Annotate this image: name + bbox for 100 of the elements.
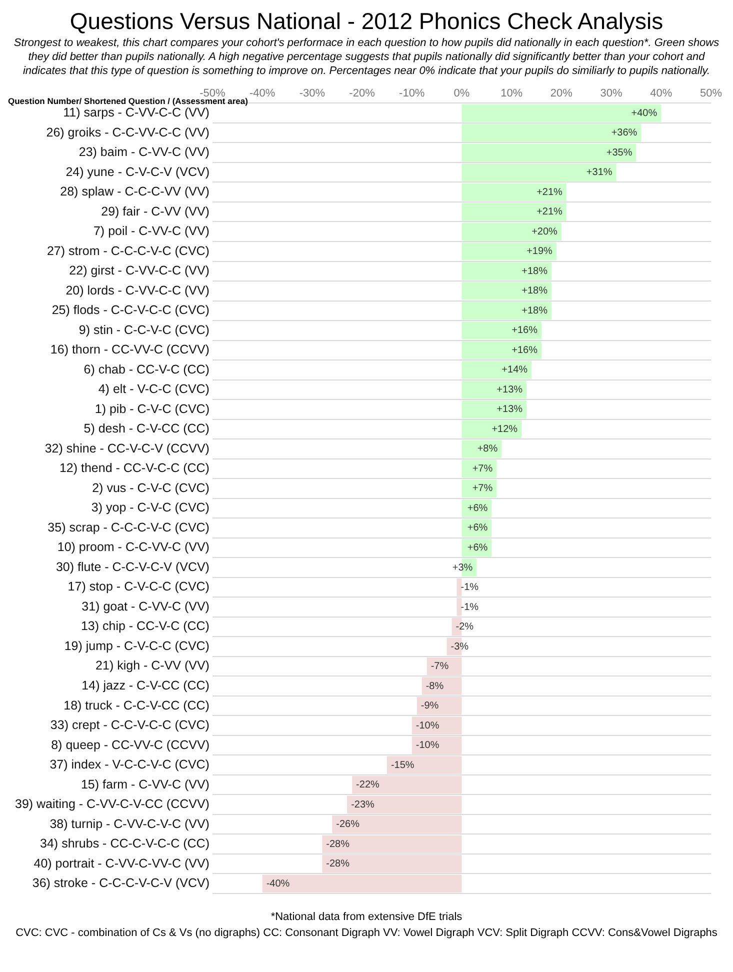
data-label: -23% <box>351 799 375 810</box>
y-tick-label: 17) stop - C-V-C-C (CVC) <box>68 580 210 594</box>
data-label: -15% <box>390 760 414 771</box>
bar <box>462 480 497 498</box>
bar <box>462 400 527 418</box>
data-label: +7% <box>472 483 493 494</box>
bar <box>462 124 642 142</box>
data-label: +18% <box>522 305 548 316</box>
chart-subtitle: Strongest to weakest, this chart compares your cohort's performace in each question to how pupils did nationally in each question*. Green shows they did better than pupils nationally. A high negative percentage suggests that pupils nationally did significantly better than your cohort and indicates that this type of question is something to improve on. Percentages near 0% indicate that your pupils do similiarly to pupils nationally. <box>12 36 720 78</box>
y-tick-label: 20) lords - C-VV-C-C (VV) <box>66 283 210 298</box>
data-label: -26% <box>336 819 360 830</box>
data-label: +8% <box>477 444 498 455</box>
y-tick-label: 25) flods - C-C-V-C-C (CVC) <box>52 303 210 318</box>
bar <box>462 420 522 438</box>
y-tick-label: 26) groiks - C-C-VV-C-C (VV) <box>46 125 210 140</box>
bar <box>347 796 462 814</box>
x-tick-label: -40% <box>249 88 276 100</box>
y-tick-label: 24) yune - C-V-C-V (VCV) <box>66 164 210 179</box>
y-tick-label: 38) turnip - C-VV-C-V-C (VV) <box>50 816 210 831</box>
y-tick-label: 19) jump - C-V-C-C (CVC) <box>64 638 210 653</box>
y-tick-label: 12) thend - CC-V-C-C (CC) <box>59 461 210 476</box>
data-label: +21% <box>536 186 563 198</box>
data-label: +6% <box>467 522 488 534</box>
y-tick-label: 6) chab - CC-V-C (CC) <box>84 362 210 376</box>
y-tick-label: 37) index - V-C-C-V-C (CVC) <box>50 758 210 772</box>
y-tick-label: 29) fair - C-VV (VV) <box>101 204 210 218</box>
bar <box>462 144 636 162</box>
data-label: -1% <box>460 582 479 594</box>
y-tick-label: 14) jazz - C-V-CC (CC) <box>82 678 210 692</box>
bar <box>462 302 552 320</box>
data-label: -9% <box>420 700 439 712</box>
x-tick-label: 50% <box>700 88 722 100</box>
data-label: +14% <box>502 364 528 376</box>
data-label: -3% <box>450 641 469 652</box>
data-label: -22% <box>356 780 380 791</box>
y-tick-label: 5) desh - C-V-CC (CC) <box>84 422 210 436</box>
y-tick-label: 10) proom - C-C-VV-C (VV) <box>57 540 210 554</box>
y-tick-label: 2) vus - C-V-C (CVC) <box>92 480 210 495</box>
data-label: -10% <box>416 720 440 732</box>
x-tick-label: -20% <box>349 88 376 100</box>
data-label: -7% <box>430 661 449 672</box>
bar <box>462 183 566 201</box>
y-tick-label: 7) poil - C-VV-C (VV) <box>93 224 210 238</box>
bar <box>462 282 552 300</box>
y-tick-label: 21) kigh - C-VV (VV) <box>96 658 210 673</box>
data-label: +21% <box>536 206 563 218</box>
bar <box>462 322 542 340</box>
data-label: -28% <box>326 858 350 870</box>
data-label: -1% <box>460 602 479 613</box>
y-tick-label: 22) girst - C-VV-C-C (VV) <box>69 264 210 278</box>
bar <box>462 104 662 122</box>
data-label: -10% <box>416 740 440 752</box>
data-label: +36% <box>611 128 638 139</box>
y-tick-label: 13) chip - CC-V-C (CC) <box>80 619 210 634</box>
y-tick-label: 35) scrap - C-C-C-V-C (CVC) <box>48 520 210 534</box>
y-tick-label: 11) sarps - C-VV-C-C (VV) <box>63 106 210 120</box>
y-tick-label: 28) splaw - C-C-C-VV (VV) <box>60 184 210 199</box>
x-tick-label: 20% <box>550 88 573 100</box>
bar <box>412 716 462 734</box>
data-label: +40% <box>631 108 658 119</box>
bar <box>456 578 462 596</box>
bar <box>332 815 462 834</box>
x-tick-label: 40% <box>650 88 672 100</box>
data-label: +16% <box>512 344 538 356</box>
bar <box>322 835 462 853</box>
x-tick-label: -10% <box>399 88 425 100</box>
y-tick-label: 18) truck - C-C-V-CC (CC) <box>64 698 210 712</box>
x-tick-label: 10% <box>500 88 523 100</box>
y-tick-label: 33) crept - C-C-V-C-C (CVC) <box>50 718 210 732</box>
bar <box>462 380 527 399</box>
data-label: +18% <box>522 286 548 297</box>
y-tick-label: 39) waiting - C-VV-C-V-CC (CCVV) <box>14 797 210 812</box>
data-label: +18% <box>522 266 548 277</box>
x-tick-label: 0% <box>454 88 470 100</box>
data-label: +13% <box>496 404 523 416</box>
y-tick-label: 3) yop - C-V-C (CVC) <box>91 500 210 515</box>
bar <box>416 696 462 715</box>
text: *National data from extensive DfE trials <box>270 910 464 924</box>
bar <box>462 440 502 458</box>
y-tick-label: 4) elt - V-C-C (CVC) <box>98 382 210 396</box>
bar <box>462 341 542 360</box>
y-tick-label: 27) strom - C-C-C-V-C (CVC) <box>46 244 210 258</box>
data-label: -40% <box>266 878 290 890</box>
data-label: +6% <box>467 542 488 554</box>
data-label: +16% <box>512 325 538 336</box>
bar <box>422 677 462 695</box>
data-label: +6% <box>467 502 488 514</box>
x-tick-label: -30% <box>299 88 326 100</box>
data-label: +35% <box>606 147 632 158</box>
bar <box>462 361 532 379</box>
data-label: +20% <box>532 226 558 238</box>
data-label: +13% <box>496 384 523 396</box>
y-tick-label: 40) portrait - C-VV-C-VV-C (VV) <box>34 856 210 870</box>
data-label: -2% <box>456 622 474 633</box>
y-tick-label: 8) queep - CC-VV-C (CCVV) <box>51 738 210 752</box>
data-label: +31% <box>586 167 612 178</box>
y-tick-label: 30) flute - C-C-V-C-V (VCV) <box>56 560 210 574</box>
y-tick-label: 23) baim - C-VV-C (VV) <box>78 145 210 160</box>
y-tick-label: 36) stroke - C-C-C-V-C-V (VCV) <box>32 876 210 890</box>
data-label: +19% <box>526 246 553 258</box>
